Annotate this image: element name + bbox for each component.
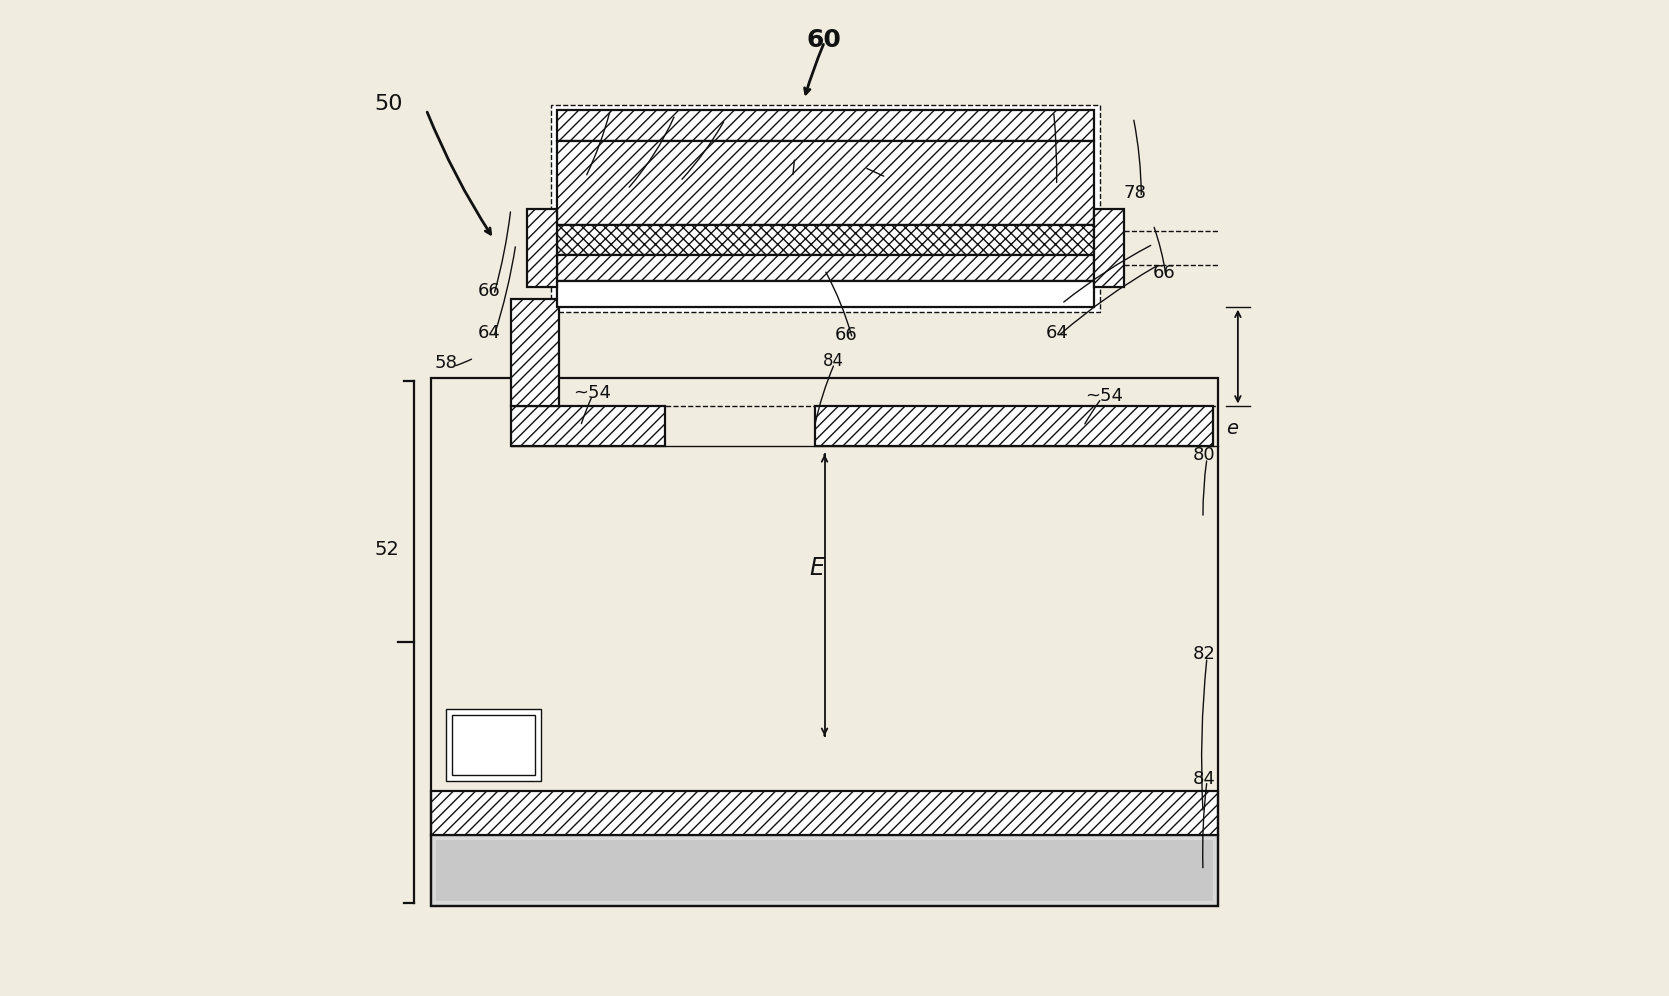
Text: E: E [809,556,824,580]
Text: 78: 78 [609,176,633,194]
Text: ~54: ~54 [574,384,611,402]
Bar [431,378,1218,906]
Text: 84: 84 [1193,770,1217,788]
Bar [446,709,541,781]
Text: 64: 64 [477,324,501,342]
Bar [557,225,1095,255]
Bar [436,840,1213,901]
Text: 50: 50 [374,94,402,114]
Text: 72: 72 [774,164,798,182]
Bar [814,406,1213,446]
Text: 82: 82 [1193,645,1217,663]
Bar [551,105,1100,312]
Text: 78: 78 [1123,184,1147,202]
Text: 60: 60 [806,28,841,52]
Bar [431,835,1218,906]
Text: 58: 58 [434,354,457,372]
Text: 66: 66 [1153,264,1177,282]
Bar [511,299,559,406]
Bar [557,110,1095,141]
Bar [431,791,1218,835]
Text: 80: 80 [1193,446,1215,464]
Bar [557,141,1095,225]
Text: 66: 66 [477,282,501,300]
Bar [557,255,1095,281]
Text: 62: 62 [1040,172,1063,190]
Text: 70: 70 [661,168,684,186]
Text: 52: 52 [374,540,399,560]
Text: 66: 66 [1046,292,1068,310]
Bar [527,209,557,287]
Text: 64: 64 [1046,324,1068,342]
Text: ~54: ~54 [1085,387,1123,405]
Text: e: e [1227,418,1238,438]
Bar [452,715,534,775]
Text: 66: 66 [834,326,858,344]
Text: 76: 76 [569,164,592,182]
Bar [557,281,1095,307]
Text: 84: 84 [823,352,843,370]
Text: 74: 74 [868,164,891,182]
Bar [511,406,666,446]
Bar [1095,209,1125,287]
